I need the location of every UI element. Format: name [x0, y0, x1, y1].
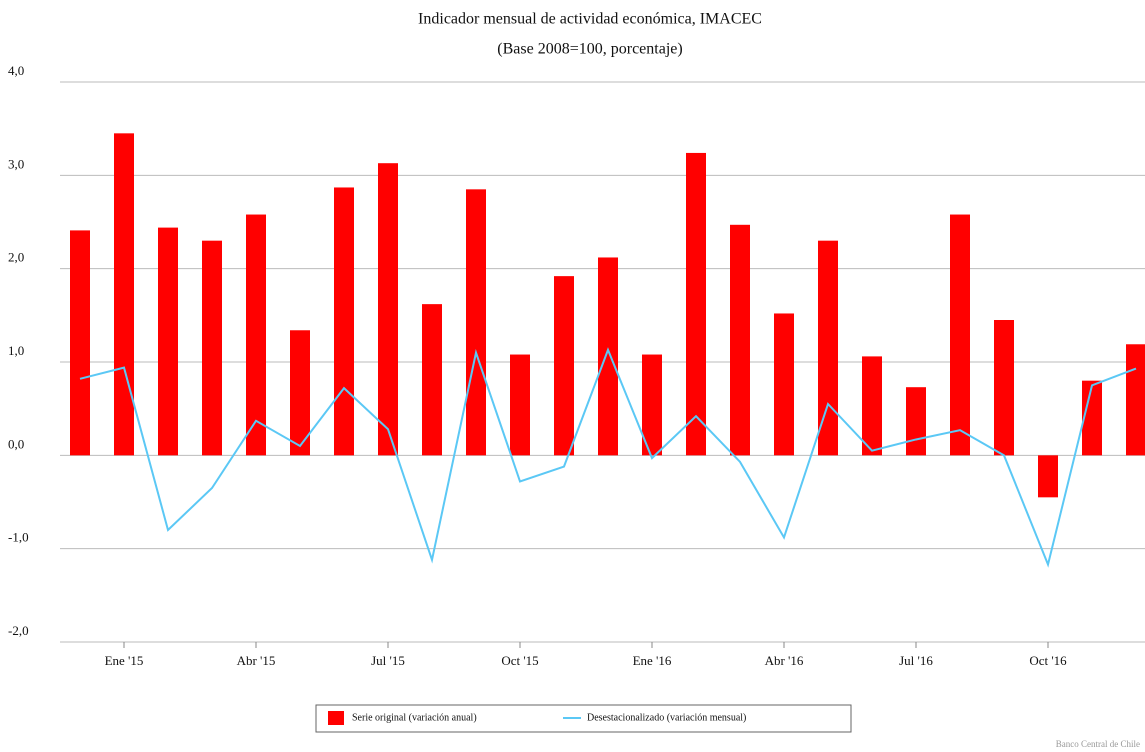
y-tick-label: -2,0 [8, 623, 29, 638]
bar [598, 257, 618, 456]
bar [818, 240, 838, 456]
x-tick-label: Oct '15 [501, 653, 538, 668]
x-tick-label: Oct '16 [1029, 653, 1067, 668]
legend-swatch [328, 711, 344, 725]
bar [510, 354, 530, 456]
chart-subtitle: (Base 2008=100, porcentaje) [497, 41, 682, 58]
legend-label: Desestacionalizado (variación mensual) [587, 712, 746, 723]
bar [950, 214, 970, 456]
bar [906, 387, 926, 456]
y-tick-label: -1,0 [8, 530, 29, 545]
bar [290, 330, 310, 456]
source: Banco Central de Chile [1056, 739, 1140, 749]
bar [862, 356, 882, 456]
x-tick-label: Abr '15 [237, 653, 276, 668]
bar [642, 354, 662, 456]
y-tick-label: 3,0 [8, 156, 24, 171]
x-tick-label: Ene '16 [633, 653, 672, 668]
bar [422, 304, 442, 456]
y-tick-label: 4,0 [8, 63, 24, 78]
bar [70, 230, 90, 456]
bar [686, 152, 706, 456]
y-tick-label: 1,0 [8, 343, 24, 358]
line [79, 347, 1137, 568]
y-tick-label: 2,0 [8, 250, 24, 265]
bar [1082, 380, 1102, 456]
bar [1038, 455, 1058, 498]
x-tick-label: Jul '15 [371, 653, 405, 668]
bar [730, 224, 750, 456]
chart-title: Indicador mensual de actividad económica… [418, 11, 762, 28]
y-tick-label: 0,0 [8, 436, 24, 451]
bar [774, 313, 794, 456]
x-tick-label: Jul '16 [899, 653, 933, 668]
bar [158, 227, 178, 456]
bar [378, 163, 398, 456]
bar [114, 133, 134, 456]
bar [334, 187, 354, 456]
x-tick-label: Ene '15 [105, 653, 144, 668]
bar [202, 240, 222, 456]
bar [994, 320, 1014, 456]
bar [246, 214, 266, 456]
bar [554, 276, 574, 456]
legend-box [315, 704, 852, 733]
x-tick-label: Abr '16 [765, 653, 804, 668]
legend-label: Serie original (variación anual) [352, 712, 477, 723]
bar [466, 189, 486, 456]
bar [1126, 344, 1145, 456]
